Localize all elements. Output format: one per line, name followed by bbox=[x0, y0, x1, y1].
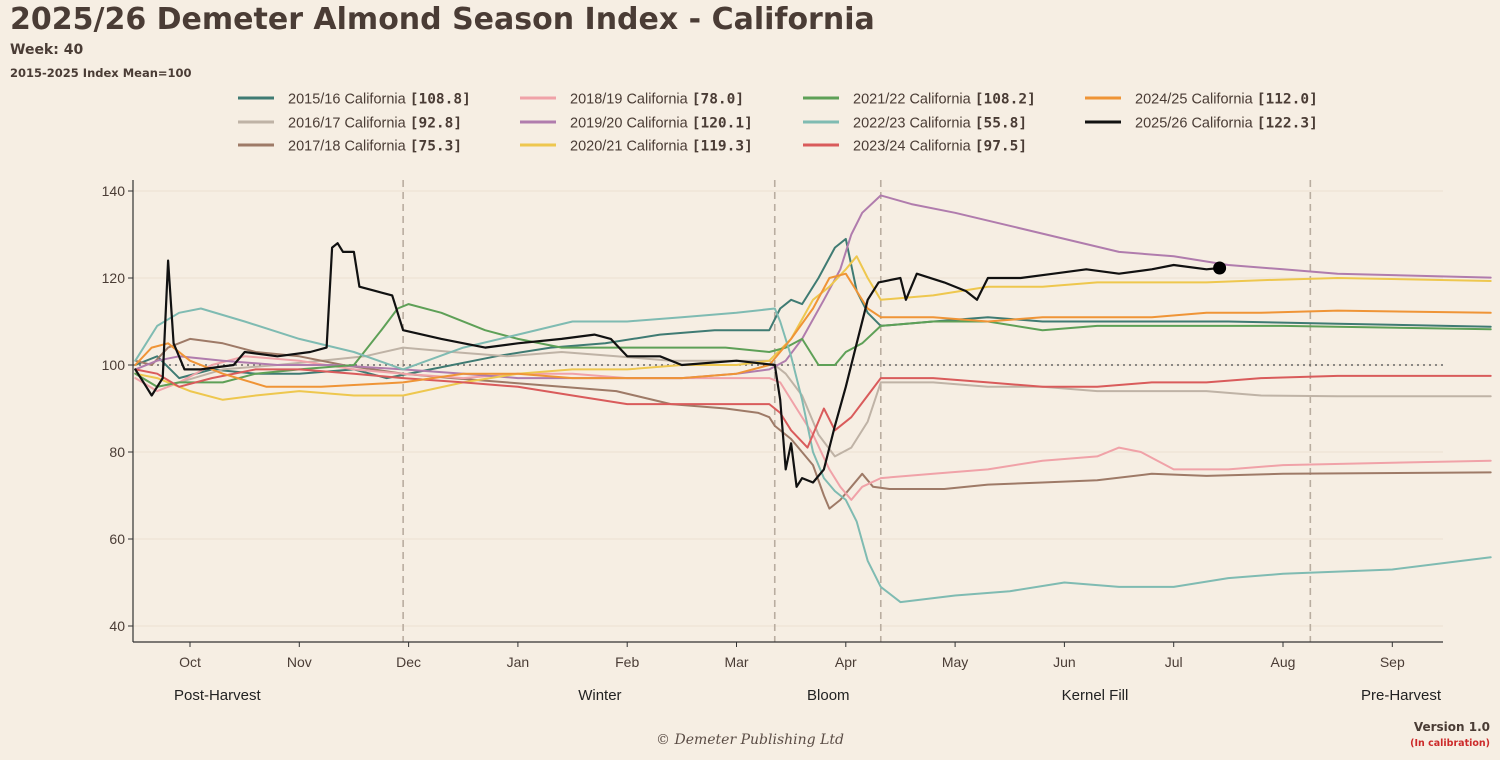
season-label: Pre-Harvest bbox=[1361, 687, 1442, 704]
legend-label: 2024/25 California [112.0] bbox=[1135, 92, 1318, 108]
week-label: Week: 40 bbox=[10, 42, 84, 58]
legend-final-value: [120.1] bbox=[692, 116, 753, 132]
legend-final-value: [108.8] bbox=[410, 92, 471, 108]
legend-final-value: [75.3] bbox=[410, 139, 462, 155]
axis-labels: 40 60 80 100 120 140 Oct Nov Dec Jan Feb Mar Apr May J… bbox=[102, 183, 1442, 704]
legend-final-value: [122.3] bbox=[1257, 116, 1318, 132]
legend-label: 2015/16 California [108.8] bbox=[288, 92, 471, 108]
legend-final-value: [97.5] bbox=[975, 139, 1027, 155]
legend-item: 2015/16 California [108.8] bbox=[238, 92, 471, 108]
y-tick-label: 100 bbox=[102, 357, 126, 373]
legend-final-value: [55.8] bbox=[975, 116, 1027, 132]
season-label: Post-Harvest bbox=[174, 687, 262, 704]
legend-final-value: [108.2] bbox=[975, 92, 1036, 108]
series-line-2015-16 bbox=[134, 237, 1492, 380]
series-line-2023-24 bbox=[134, 368, 1492, 449]
legend-final-value: [78.0] bbox=[692, 92, 744, 108]
legend: 2015/16 California [108.8] 2016/17 Califo… bbox=[238, 92, 1318, 155]
legend-item: 2025/26 California [122.3] bbox=[1085, 116, 1318, 132]
series-line-2018-19 bbox=[134, 355, 1492, 501]
y-tick-label: 120 bbox=[102, 270, 126, 286]
legend-item: 2019/20 California [120.1] bbox=[520, 116, 753, 132]
season-index-chart: 2015/16 California [108.8] 2016/17 Califo… bbox=[102, 92, 1492, 704]
x-tick-label: Apr bbox=[835, 654, 857, 670]
axes bbox=[128, 180, 1443, 647]
series-line-2024-25 bbox=[134, 272, 1492, 388]
legend-item: 2016/17 California [92.8] bbox=[238, 116, 462, 132]
season-dividers bbox=[133, 180, 1443, 642]
legend-item: 2018/19 California [78.0] bbox=[520, 92, 744, 108]
x-tick-label: Oct bbox=[179, 654, 201, 670]
season-label: Kernel Fill bbox=[1062, 687, 1129, 704]
x-tick-label: Jan bbox=[507, 654, 530, 670]
legend-item: 2017/18 California [75.3] bbox=[238, 139, 462, 155]
legend-item: 2022/23 California [55.8] bbox=[803, 116, 1027, 132]
season-label: Bloom bbox=[807, 687, 850, 704]
legend-final-value: [112.0] bbox=[1257, 92, 1318, 108]
legend-final-value: [119.3] bbox=[692, 139, 753, 155]
legend-final-value: [92.8] bbox=[410, 116, 462, 132]
legend-item: 2024/25 California [112.0] bbox=[1085, 92, 1318, 108]
y-tick-label: 140 bbox=[102, 183, 126, 199]
legend-item: 2023/24 California [97.5] bbox=[803, 139, 1027, 155]
legend-label: 2022/23 California [55.8] bbox=[853, 116, 1027, 132]
series-line-2022-23 bbox=[134, 307, 1492, 604]
x-tick-label: May bbox=[942, 654, 968, 670]
legend-item: 2021/22 California [108.2] bbox=[803, 92, 1036, 108]
y-tick-label: 60 bbox=[109, 531, 125, 547]
legend-label: 2019/20 California [120.1] bbox=[570, 116, 753, 132]
legend-item: 2020/21 California [119.3] bbox=[520, 139, 753, 155]
season-label: Winter bbox=[578, 687, 621, 704]
gridlines bbox=[133, 190, 1443, 627]
current-week-marker bbox=[1213, 261, 1227, 275]
legend-label: 2018/19 California [78.0] bbox=[570, 92, 744, 108]
legend-label: 2017/18 California [75.3] bbox=[288, 139, 462, 155]
legend-label: 2020/21 California [119.3] bbox=[570, 139, 753, 155]
x-tick-label: Jul bbox=[1165, 654, 1183, 670]
series-line-2021-22 bbox=[134, 303, 1492, 388]
y-tick-label: 80 bbox=[109, 444, 125, 460]
index-note: 2015-2025 Index Mean=100 bbox=[10, 66, 192, 80]
x-tick-label: Aug bbox=[1271, 654, 1296, 670]
legend-label: 2023/24 California [97.5] bbox=[853, 139, 1027, 155]
series-line-2025-26 bbox=[134, 242, 1221, 488]
chart-title: 2025/26 Demeter Almond Season Index - Ca… bbox=[10, 2, 875, 37]
y-tick-label: 40 bbox=[109, 618, 125, 634]
legend-label: 2025/26 California [122.3] bbox=[1135, 116, 1318, 132]
calibration-status: (In calibration) bbox=[1410, 738, 1490, 749]
x-tick-label: Mar bbox=[724, 654, 748, 670]
x-tick-label: Sep bbox=[1380, 654, 1405, 670]
legend-label: 2021/22 California [108.2] bbox=[853, 92, 1036, 108]
x-tick-label: Dec bbox=[396, 654, 421, 670]
series-lines bbox=[134, 194, 1492, 604]
x-tick-label: Nov bbox=[287, 654, 312, 670]
legend-label: 2016/17 California [92.8] bbox=[288, 116, 462, 132]
version-label: Version 1.0 bbox=[1413, 720, 1490, 734]
copyright-credit: © Demeter Publishing Ltd bbox=[656, 732, 844, 748]
x-tick-label: Jun bbox=[1053, 654, 1076, 670]
x-tick-label: Feb bbox=[615, 654, 639, 670]
